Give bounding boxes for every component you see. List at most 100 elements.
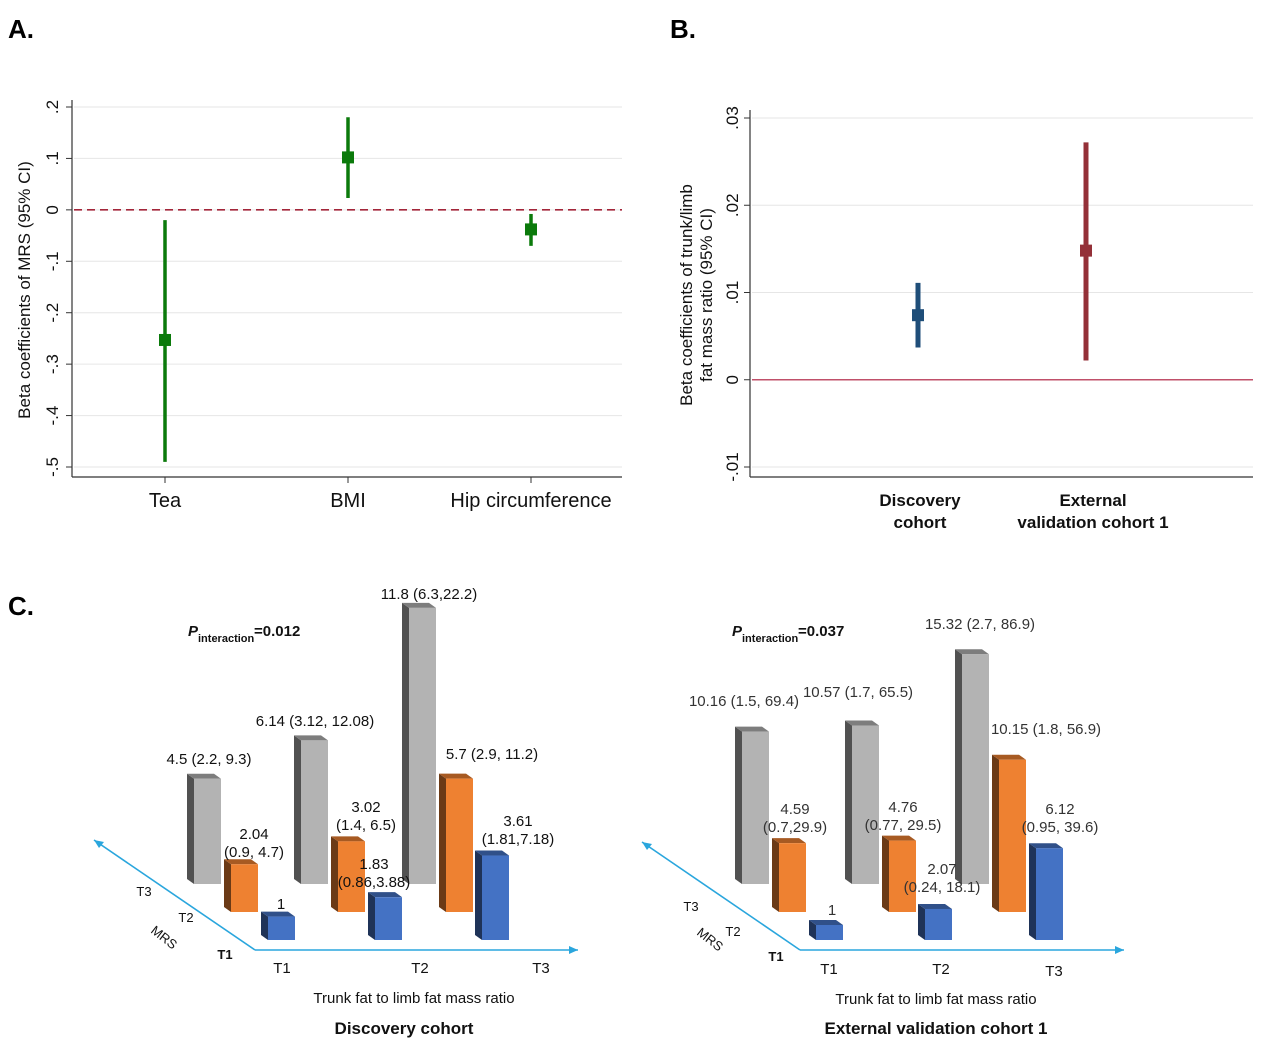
data-label: (0.95, 39.6) [1022,819,1099,836]
data-label: 5.7 (2.9, 11.2) [446,746,538,763]
bar-t2-t3 [439,773,473,912]
bar-t2-t2-top [331,836,365,842]
p-interaction-subscript: interaction [198,633,255,645]
bar-t2-t3 [992,754,1026,912]
bar-t1-t3-front [482,855,509,940]
data-label: 6.14 (3.12, 12.08) [256,713,374,730]
depth-axis-arrowhead [94,840,104,848]
panel-a-y-ticks: .2 .1 0 -.1 -.2 -.3 -.4 -.5 [43,100,72,477]
depth-category-label: T2 [725,924,740,939]
panel-a-y-tick-label: -.3 [43,354,62,374]
bar-t1-t3-front [1036,848,1063,940]
data-label: 11.8 (6.3,22.2) [381,586,477,603]
panel-b-y-axis-title-line1: Beta coefficients of trunk/limb [677,184,696,406]
bar-t3-t3-top [402,602,436,608]
bar-t3-t2-side [294,735,301,884]
depth-axis-title: MRS [694,925,726,955]
data-label: (0.24, 18.1) [904,879,981,896]
panel-b-y-tick-label: .01 [723,281,742,305]
bar-t1-t2-front [925,908,952,940]
bar-t1-t1 [261,911,295,940]
bar-t2-t2-top [882,835,916,841]
bar-t1-t1-top [809,920,843,925]
bar-t2-t2-side [882,835,889,912]
bar-t3-t1-side [187,773,194,884]
panel-a-y-tick-label: -.4 [43,406,62,426]
depth-category-label: T1 [768,949,783,964]
panel-a-point-0 [159,333,171,346]
bar-t1-t1-front [816,925,843,940]
bar-t1-t3-side [475,850,482,940]
x-category-label: T1 [273,960,291,977]
panel-b-point-1 [1080,244,1092,257]
panel-b-y-tick-label: .03 [723,106,742,130]
bars: 4.5 (2.2, 9.3) 6.14 (3.12, 12.08) 11.8 (6.… [166,586,554,940]
bar-t2-t1-front [779,843,806,912]
panel-b-x-category-line2: cohort [894,513,947,532]
depth-category-label: T1 [217,947,232,962]
x-category-label: T3 [532,960,550,977]
panel-a-x-category: Tea [149,490,182,512]
bar-t2-t2-front [889,840,916,912]
data-label: 2.04 [239,826,268,843]
bar-t1-t3-top [475,850,509,856]
panel-a-point-1 [342,151,354,164]
bar-t1-t2-top [368,892,402,898]
bar-t3-t3 [402,602,436,884]
panel-b-x-category-line1: Discovery [879,491,961,510]
depth-category-label: T3 [683,899,698,914]
data-label: 4.59 [780,801,809,818]
p-interaction-value: =0.037 [798,623,844,640]
bar-t2-t2-side [331,836,338,912]
panel-a-y-tick-label: -.1 [43,251,62,271]
data-label: 15.32 (2.7, 86.9) [925,616,1035,633]
bar-t3-t1-front [194,778,221,884]
bar-t3-t1 [187,773,221,884]
data-label: 1 [828,902,836,919]
panel-b-y-axis-title-line2: fat mass ratio (95% CI) [697,208,716,382]
data-label: (0.7,29.9) [763,819,827,836]
panel-b-y-tick-label: -.01 [723,452,742,481]
data-label: 1.83 [359,856,388,873]
bar-t2-t1-side [224,859,231,912]
bar-t2-t1 [224,859,258,912]
data-label: 3.61 [503,813,532,830]
bar-t2-t1-top [224,859,258,865]
bar-t2-t3-side [992,754,999,912]
depth-axis-title: MRS [148,923,180,953]
bar-t1-t3 [1029,843,1063,940]
bar-t2-t1-front [231,864,258,912]
panel-a-y-tick-label: .1 [43,151,62,165]
data-label: 4.5 (2.2, 9.3) [166,751,251,768]
bar-t3-t1-top [187,773,221,779]
bar-t3-t3-side [402,602,409,884]
x-axis-title: Trunk fat to limb fat mass ratio [313,990,514,1007]
panel-a-x-category: BMI [330,490,366,512]
bar-t3-t2-top [845,720,879,726]
bar-t1-t2-top [918,903,952,909]
data-label: 6.12 [1045,801,1074,818]
panel-a-point-2 [525,223,537,236]
x-category-label: T2 [411,960,429,977]
bar-t1-t2-side [918,903,925,940]
bar-t1-t1-side [261,911,268,940]
panel-a-label: A. [8,14,34,44]
depth-category-label: T3 [136,884,151,899]
panel-b-chart: .03 .02 .01 0 -.01 Discovery cohort External va… [677,106,1253,532]
x-category-label: T2 [932,961,950,978]
bar-t1-t3-side [1029,843,1036,940]
panel-b-marks [912,142,1092,361]
bar-t1-t2-side [368,892,375,940]
bar-t2-t2-front [338,841,365,912]
panel-a-marks [159,117,537,462]
bar-t3-t3-front [962,654,989,884]
data-label: 10.15 (1.8, 56.9) [991,721,1101,738]
depth-axis-arrow-line [93,839,256,951]
data-label: 10.57 (1.7, 65.5) [803,684,913,701]
panel-b-point-0 [912,309,924,322]
x-category-label: T3 [1045,963,1063,980]
bar-t2-t3-top [992,754,1026,760]
bar-t3-t1-top [735,726,769,732]
